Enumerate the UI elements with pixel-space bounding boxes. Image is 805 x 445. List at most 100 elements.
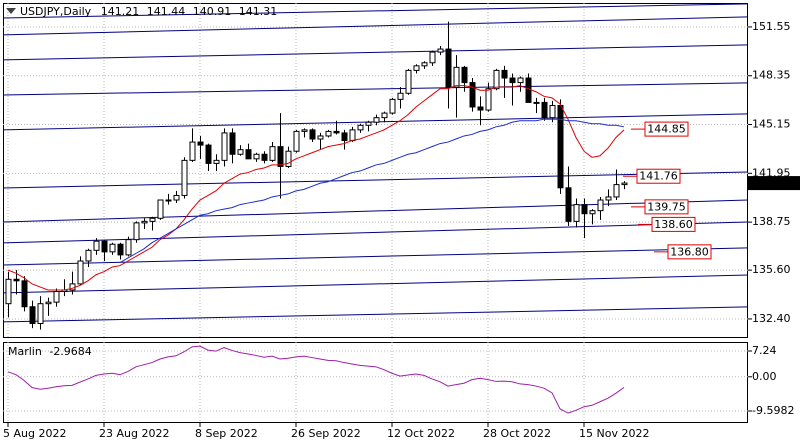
candle-body [533, 101, 540, 104]
candle-body [477, 106, 484, 111]
candle-body [13, 278, 20, 282]
candle-body [293, 130, 300, 152]
candle-body [453, 66, 460, 88]
annotation-box [644, 199, 689, 215]
candle-body [245, 149, 252, 160]
candle-body [357, 124, 364, 131]
candle-body [525, 77, 532, 103]
candle-body [429, 51, 436, 64]
annotation-label: 141.76 [639, 170, 678, 183]
candle-body [77, 260, 84, 285]
symbol: USDJPY,Daily [20, 5, 92, 18]
candle-body [397, 92, 404, 100]
y-tick-label: 7.24 [752, 344, 777, 357]
y-tick-label: -9.5982 [752, 404, 794, 417]
title-high: 141.44 [147, 5, 186, 18]
annotation-label: 144.85 [647, 123, 686, 136]
candle-body [621, 182, 628, 186]
candle-body [309, 129, 316, 140]
candle-body [589, 210, 596, 215]
trend-line [3, 82, 748, 96]
candle-body [381, 112, 388, 119]
candle-body [437, 48, 444, 53]
candle-body [237, 149, 244, 155]
overlay-line [119, 118, 625, 263]
overlay-line [7, 85, 625, 291]
y-tick-label: 138.75 [752, 215, 791, 228]
chart-title: USDJPY,Daily 141.21 141.44 140.91 141.31 [20, 5, 277, 18]
annotation-label: 139.75 [647, 200, 686, 213]
candle-body [213, 159, 220, 164]
indicator-label: Marlin -2.9684 [8, 345, 92, 358]
x-tick-label: 5 Aug 2022 [3, 427, 66, 440]
candle-body [133, 222, 140, 241]
annotation-box [644, 121, 689, 137]
candle-body [157, 199, 164, 219]
candle-body [269, 146, 276, 161]
y-tick-label: 145.15 [752, 118, 791, 131]
candle-body [349, 129, 356, 142]
candle-body [101, 240, 108, 253]
candle-body [117, 243, 124, 256]
candle-body [613, 184, 620, 198]
annotation-label: 138.60 [654, 218, 693, 231]
candle-body [45, 301, 52, 305]
candle-body [93, 240, 100, 251]
trend-line [3, 274, 748, 294]
candle-body [549, 104, 556, 119]
indicator-plot [3, 342, 748, 423]
candle-body [485, 88, 492, 111]
candle-body [461, 66, 468, 84]
trend-line [3, 16, 748, 36]
candle-body [181, 159, 188, 196]
last-price-label: 141.31 [752, 177, 791, 190]
candle-body [189, 141, 196, 161]
candle-body [509, 77, 516, 84]
overlay-layer: 144.85 141.76 139.75 138.60 136.80 141.31 [623, 121, 800, 260]
candle-body [341, 132, 348, 142]
candle-body [285, 150, 292, 167]
indicator-value: -2.9684 [49, 345, 91, 358]
candle-body [445, 48, 452, 88]
candle-body [197, 141, 204, 146]
y-tick-label: 141.95 [752, 166, 791, 179]
x-tick-label: 28 Oct 2022 [483, 427, 551, 440]
candle-body [85, 249, 92, 262]
candle-body [373, 117, 380, 123]
candle-body [109, 243, 116, 253]
candle-body [173, 194, 180, 201]
candle-body [573, 204, 580, 222]
candle-body [389, 98, 396, 114]
symbol-icon [6, 8, 16, 14]
annotation-label: 136.80 [670, 245, 709, 258]
candle-body [413, 65, 420, 71]
candle-body [365, 121, 372, 126]
title-low: 140.91 [193, 5, 232, 18]
y-tick-label: 0.00 [752, 370, 777, 383]
candle-body [405, 69, 412, 94]
candle-body [501, 69, 508, 79]
trend-line [3, 171, 748, 189]
candle-body [325, 130, 332, 137]
candle-body [517, 77, 524, 84]
indicator-line [7, 345, 625, 414]
candle-body [29, 306, 36, 325]
candle-body [605, 196, 612, 201]
trend-line [3, 199, 748, 223]
trend-line [3, 306, 748, 323]
title-open: 141.21 [101, 5, 140, 18]
candle-body [557, 104, 564, 189]
trend-line [3, 44, 748, 61]
candle-body [261, 153, 268, 161]
candle-body [565, 187, 572, 222]
y-tick-label: 135.60 [752, 263, 791, 276]
y-tick-label: 148.35 [752, 69, 791, 82]
x-tick-label: 26 Sep 2022 [291, 427, 361, 440]
x-tick-label: 12 Oct 2022 [387, 427, 455, 440]
candle-body [229, 132, 236, 155]
candle-body [5, 278, 12, 305]
candle-body [149, 217, 156, 222]
candle-body [53, 290, 60, 303]
annotation-box [651, 216, 696, 232]
